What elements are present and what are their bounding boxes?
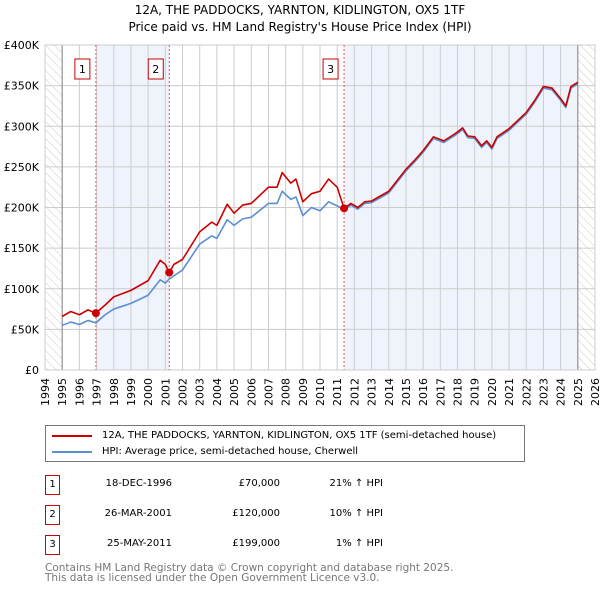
- price-chart: 1994 1995 1996 1997 1998 1999 2000 2001 2002 2003…: [4, 39, 600, 406]
- x-tick-label: 2017: [434, 378, 447, 406]
- footer-copyright: Contains HM Land Registry data © Crown c…: [45, 562, 454, 574]
- x-tick-label: 2014: [383, 378, 396, 406]
- sale-point: [91, 309, 100, 318]
- x-tick-label: 2006: [245, 378, 258, 406]
- x-tick-label: 2022: [520, 378, 533, 406]
- footer-licence: This data is licensed under the Open Gov…: [45, 572, 380, 584]
- x-tick-label: 1995: [56, 378, 69, 406]
- sale-price: £70,000: [238, 478, 280, 489]
- sale-date: 18-DEC-1996: [105, 478, 172, 489]
- x-tick-label: 2016: [417, 378, 430, 406]
- x-tick-label: 2007: [262, 378, 275, 406]
- sale-row: 2 26-MAR-2001 £120,000 10% ↑ HPI: [45, 505, 545, 525]
- legend-swatch-hpi: [52, 450, 92, 453]
- y-tick-label: £300K: [4, 120, 40, 133]
- x-tick-label: 2013: [366, 378, 379, 406]
- legend-label-property: 12A, THE PADDOCKS, YARNTON, KIDLINGTON, …: [102, 430, 497, 441]
- sale-row: 1 18-DEC-1996 £70,000 21% ↑ HPI: [45, 475, 545, 495]
- sale-hpi-diff: 1% ↑ HPI: [335, 538, 383, 549]
- x-tick-label: 1994: [39, 378, 52, 406]
- y-tick-label: £50K: [11, 323, 40, 336]
- x-tick-label: 2026: [589, 378, 600, 406]
- property-price-line: [61, 81, 579, 318]
- sale-label-box: [322, 58, 339, 80]
- y-tick-label: £200K: [4, 202, 40, 215]
- sale-price: £199,000: [232, 538, 280, 549]
- sale-point: [340, 204, 349, 213]
- sale-label-box: [74, 58, 91, 80]
- sale-label-number: 1: [79, 63, 86, 76]
- x-tick-label: 2010: [314, 378, 327, 406]
- sale-number: 2: [45, 505, 60, 525]
- legend-swatch-property: [52, 434, 92, 437]
- x-tick-label: 2005: [228, 378, 241, 406]
- chart-subtitle: Price paid vs. HM Land Registry's House …: [128, 20, 472, 34]
- x-tick-label: 2002: [177, 378, 190, 406]
- legend: 12A, THE PADDOCKS, YARNTON, KIDLINGTON, …: [45, 425, 525, 462]
- x-tick-label: 2008: [280, 378, 293, 406]
- x-tick-label: 2004: [211, 378, 224, 406]
- x-tick-label: 2009: [297, 378, 310, 406]
- x-tick-label: 2023: [537, 378, 550, 406]
- x-tick-label: 1997: [91, 378, 104, 406]
- sale-row: 3 25-MAY-2011 £199,000 1% ↑ HPI: [45, 535, 545, 555]
- x-tick-label: 2001: [159, 378, 172, 406]
- sale-point: [165, 268, 174, 277]
- sale-label-number: 2: [152, 63, 159, 76]
- sale-hpi-diff: 21% ↑ HPI: [329, 478, 383, 489]
- x-tick-label: 1998: [108, 378, 121, 406]
- x-tick-label: 1996: [73, 378, 86, 406]
- sale-label-number: 3: [327, 63, 334, 76]
- y-tick-label: £250K: [4, 161, 40, 174]
- sale-price: £120,000: [232, 508, 280, 519]
- y-tick-label: £400K: [4, 39, 40, 52]
- y-tick-label: £350K: [4, 80, 40, 93]
- y-tick-label: £100K: [4, 283, 40, 296]
- x-tick-label: 2018: [452, 378, 465, 406]
- x-tick-label: 2025: [572, 378, 585, 406]
- x-tick-label: 2003: [194, 378, 207, 406]
- x-tick-label: 2015: [400, 378, 413, 406]
- x-tick-label: 2021: [503, 378, 516, 406]
- x-tick-label: 2012: [348, 378, 361, 406]
- y-tick-label: £150K: [4, 242, 40, 255]
- sale-number: 3: [45, 535, 60, 555]
- y-tick-label: £0: [25, 364, 39, 377]
- plot-frame: [44, 44, 596, 371]
- x-tick-label: 2000: [142, 378, 155, 406]
- x-tick-label: 2024: [555, 378, 568, 406]
- x-tick-label: 2019: [469, 378, 482, 406]
- sale-number: 1: [45, 475, 60, 495]
- sale-label-box: [147, 58, 164, 80]
- sale-date: 26-MAR-2001: [104, 508, 172, 519]
- x-tick-label: 2020: [486, 378, 499, 406]
- x-tick-label: 1999: [125, 378, 138, 406]
- chart-title: 12A, THE PADDOCKS, YARNTON, KIDLINGTON, …: [134, 3, 466, 17]
- sale-hpi-diff: 10% ↑ HPI: [329, 508, 383, 519]
- x-tick-label: 2011: [331, 378, 344, 406]
- sale-date: 25-MAY-2011: [106, 538, 172, 549]
- legend-label-hpi: HPI: Average price, semi-detached house,…: [102, 446, 359, 457]
